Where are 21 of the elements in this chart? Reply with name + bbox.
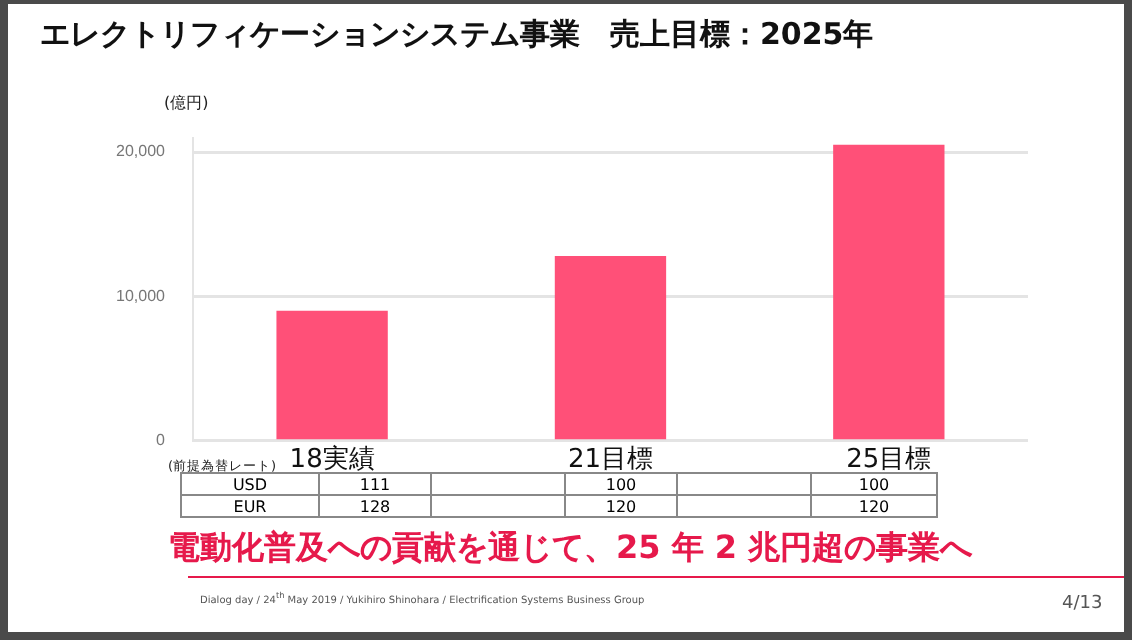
text: USD: [181, 473, 319, 495]
y-tick-label: 0: [156, 431, 167, 450]
text: 111: [319, 473, 431, 495]
y-tick-label: 20,000: [116, 142, 167, 161]
y-axis-title: (億円): [164, 92, 209, 114]
x-tick-label: 18実績: [289, 443, 375, 476]
text: EUR: [181, 495, 319, 517]
y-tick-label: 10,000: [116, 286, 167, 305]
text: 120: [565, 495, 677, 517]
x-tick-label: 21目標: [567, 445, 654, 476]
text: 100: [811, 473, 937, 495]
text: 128: [319, 495, 431, 517]
text: 120: [811, 495, 937, 517]
text: 電動化普及への貢献を通じて、25 年 2 兆円超の事業へ: [168, 528, 973, 570]
text: 4/13: [1062, 594, 1103, 614]
bar: [554, 255, 667, 440]
bar: [276, 310, 388, 440]
chart-title: エレクトリフィケーションシステム事業 売上目標：2025年: [40, 16, 874, 54]
bar: [833, 144, 945, 440]
x-tick-label: 25目標: [846, 445, 932, 476]
text: 100: [565, 473, 677, 495]
